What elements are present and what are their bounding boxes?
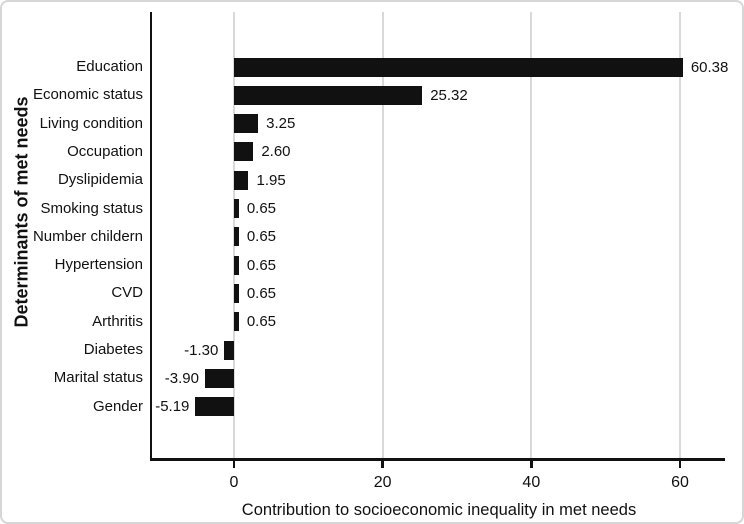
category-label-hypertension: Hypertension xyxy=(54,256,143,274)
x-tick-label-60: 60 xyxy=(671,474,689,491)
value-label-occupation: 2.60 xyxy=(261,143,291,161)
category-label-gender: Gender xyxy=(92,397,143,415)
category-label-economic-status: Economic status xyxy=(32,86,143,104)
category-label-arthritis: Arthritis xyxy=(92,312,143,330)
gridline-60 xyxy=(679,12,681,459)
category-label-education: Education xyxy=(76,58,143,75)
value-label-diabetes: -1.30 xyxy=(184,341,219,359)
x-axis-title: Contribution to socioeconomic inequality… xyxy=(241,501,637,519)
x-tick-label-20: 20 xyxy=(373,474,392,491)
x-tick-mark-40 xyxy=(530,460,533,468)
bar-smoking-status xyxy=(234,199,239,218)
value-label-economic-status: 25.32 xyxy=(430,86,468,104)
value-label-education: 60.38 xyxy=(690,58,729,76)
bar-gender xyxy=(195,397,234,417)
value-label-number-childern: 0.65 xyxy=(246,228,277,246)
bar-hypertension xyxy=(234,255,239,275)
value-label-smoking-status: 0.65 xyxy=(246,200,277,217)
category-label-smoking-status: Smoking status xyxy=(40,199,143,217)
category-label-occupation: Occupation xyxy=(67,142,143,160)
x-tick-label-0: 0 xyxy=(229,474,239,491)
bar-living-condition xyxy=(234,114,259,134)
bar-cvd xyxy=(234,283,239,303)
x-tick-mark-60 xyxy=(678,460,682,468)
x-tick-mark-0 xyxy=(232,460,236,468)
category-label-dyslipidemia: Dyslipidemia xyxy=(57,171,143,189)
x-tick-label-40: 40 xyxy=(522,474,541,491)
gridline-20 xyxy=(381,12,384,459)
category-label-diabetes: Diabetes xyxy=(83,341,143,358)
value-label-cvd: 0.65 xyxy=(246,284,277,302)
category-label-living-condition: Living condition xyxy=(39,114,143,132)
bar-occupation xyxy=(234,142,254,162)
bar-arthritis xyxy=(234,312,239,332)
bar-dyslipidemia xyxy=(234,170,249,190)
bar-diabetes xyxy=(224,340,234,360)
value-label-living-condition: 3.25 xyxy=(266,115,296,133)
y-axis-title: Determinants of met needs xyxy=(11,96,32,328)
bar-economic-status xyxy=(234,85,423,105)
value-label-gender: -5.19 xyxy=(155,398,190,416)
value-label-dyslipidemia: 1.95 xyxy=(256,171,286,189)
category-label-number-childern: Number childern xyxy=(32,227,143,245)
x-tick-mark-20 xyxy=(381,460,384,468)
x-axis-line xyxy=(150,458,725,461)
y-axis-line xyxy=(150,12,153,461)
category-label-marital-status: Marital status xyxy=(53,369,143,387)
value-label-hypertension: 0.65 xyxy=(246,256,277,274)
category-label-cvd: CVD xyxy=(111,284,143,302)
bar-education xyxy=(234,57,683,77)
value-label-arthritis: 0.65 xyxy=(246,313,277,331)
bar-marital-status xyxy=(205,368,234,388)
bar-number-childern xyxy=(234,227,239,247)
value-label-marital-status: -3.90 xyxy=(164,369,199,387)
gridline-40 xyxy=(530,12,533,459)
